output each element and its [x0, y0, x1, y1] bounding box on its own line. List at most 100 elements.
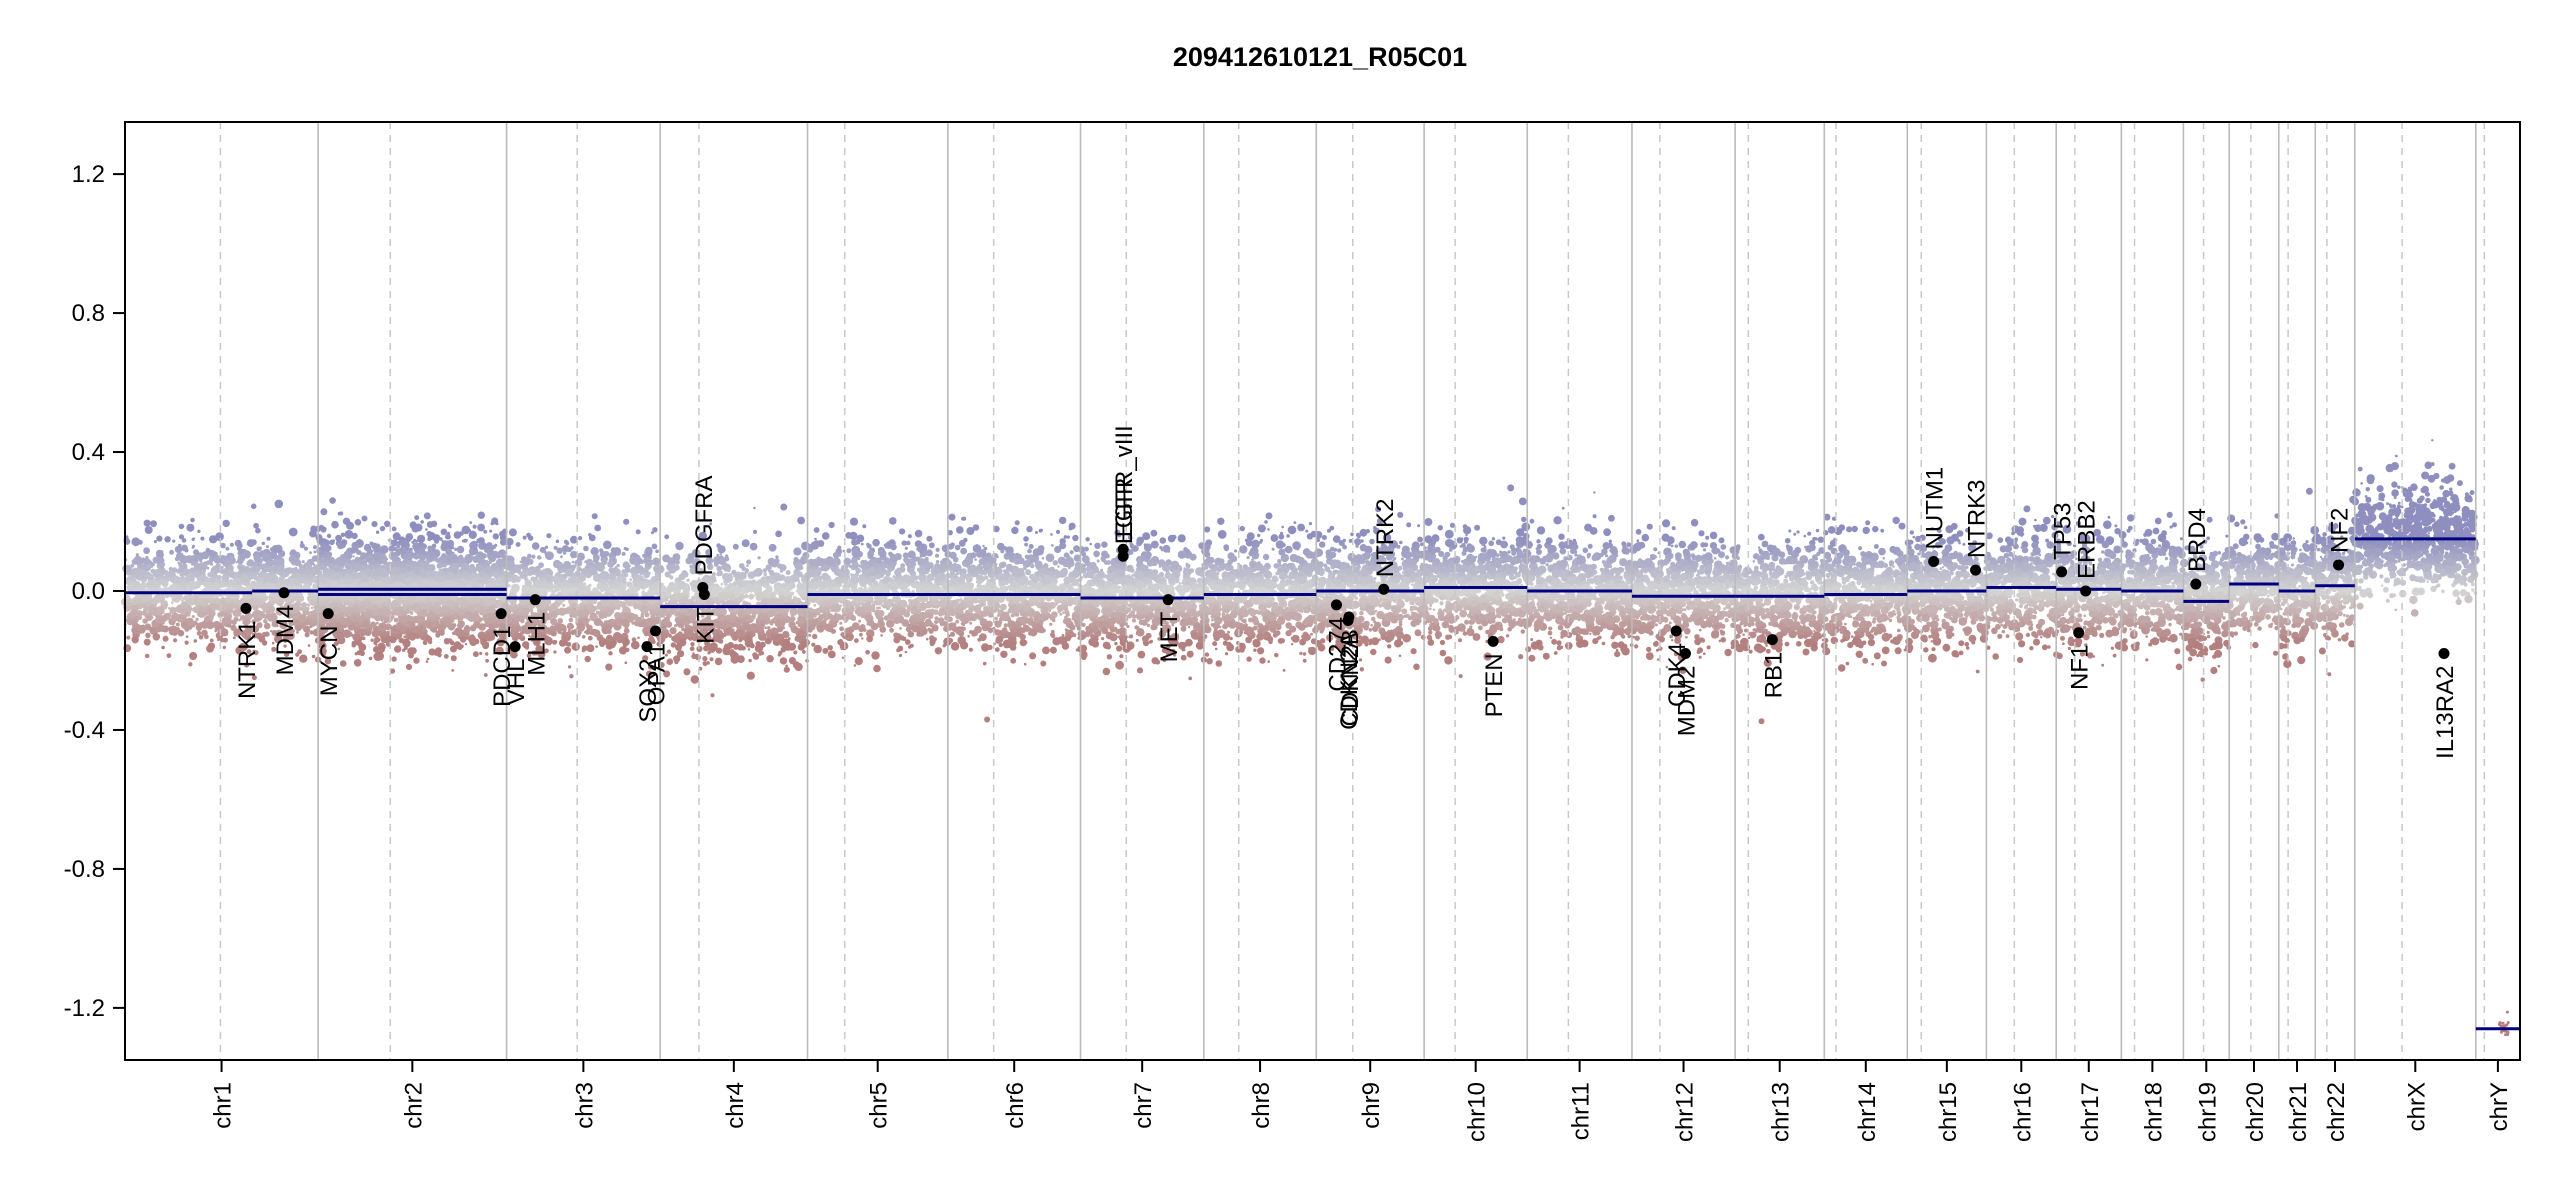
probe-point: [710, 657, 714, 661]
probe-point: [391, 575, 396, 580]
probe-point: [319, 566, 322, 569]
probe-point: [490, 580, 493, 583]
probe-point: [632, 591, 635, 594]
probe-point: [434, 575, 440, 581]
probe-point: [290, 549, 296, 555]
probe-point: [227, 556, 235, 564]
probe-point: [457, 630, 463, 636]
probe-point: [797, 517, 805, 525]
probe-point: [547, 584, 552, 589]
probe-point: [632, 614, 638, 620]
probe-point: [150, 520, 157, 527]
probe-point: [201, 551, 209, 559]
probe-point: [409, 633, 417, 641]
probe-point: [393, 532, 401, 540]
probe-point: [462, 540, 465, 543]
probe-point: [518, 564, 523, 569]
probe-point: [195, 606, 199, 610]
probe-point: [463, 575, 467, 579]
probe-point: [179, 524, 185, 530]
probe-point: [564, 608, 571, 615]
probe-point: [532, 542, 540, 550]
probe-point: [251, 539, 257, 545]
probe-point: [479, 652, 482, 655]
probe-point: [384, 521, 390, 527]
probe-point: [331, 521, 339, 529]
probe-point: [477, 524, 485, 532]
probe-point: [405, 610, 410, 615]
probe-point: [425, 528, 428, 531]
probe-point: [629, 578, 632, 581]
probe-point: [360, 651, 365, 656]
probe-point: [416, 568, 419, 571]
probe-point: [271, 600, 276, 605]
probe-point: [195, 618, 198, 621]
probe-point: [564, 561, 569, 566]
probe-point: [310, 526, 317, 533]
probe-point: [626, 609, 629, 612]
probe-point: [622, 552, 626, 556]
probe-point: [655, 549, 659, 553]
probe-point: [327, 557, 334, 564]
probe-point: [458, 609, 465, 616]
probe-point: [169, 584, 176, 591]
probe-point: [443, 563, 447, 567]
probe-point: [451, 556, 454, 559]
probe-point: [210, 557, 213, 560]
probe-point: [605, 624, 613, 632]
probe-point: [498, 562, 503, 567]
probe-point: [558, 624, 566, 632]
probe-point: [325, 545, 331, 551]
probe-point: [183, 596, 187, 600]
probe-point: [296, 596, 301, 601]
probe-point: [589, 613, 597, 621]
probe-point: [391, 656, 396, 661]
probe-point: [430, 597, 436, 603]
probe-point: [404, 646, 408, 650]
probe-point: [623, 519, 629, 525]
probe-point: [171, 613, 180, 622]
probe-point: [437, 624, 443, 630]
probe-point: [608, 567, 613, 572]
probe-point: [352, 633, 359, 640]
probe-point: [551, 619, 554, 622]
probe-point: [645, 547, 653, 555]
probe-point: [258, 564, 263, 569]
probe-point: [247, 543, 250, 546]
probe-point: [400, 600, 403, 603]
probe-point: [583, 546, 589, 552]
probe-point: [636, 529, 641, 534]
probe-point: [513, 588, 519, 594]
probe-point: [398, 631, 402, 635]
probe-point: [160, 595, 163, 598]
probe-point: [259, 547, 262, 550]
probe-point: [220, 613, 223, 616]
probe-point: [196, 626, 201, 631]
probe-point: [349, 611, 351, 613]
probe-point: [567, 547, 572, 552]
probe-point: [460, 563, 463, 566]
probe-point: [240, 615, 246, 621]
probe-point: [144, 560, 149, 565]
probe-point: [424, 512, 431, 519]
probe-point: [371, 521, 377, 527]
probe-point: [220, 601, 228, 609]
probe-point: [135, 624, 141, 630]
probe-point: [155, 616, 163, 624]
probe-point: [572, 561, 575, 564]
probe-point: [624, 628, 630, 634]
probe-point: [556, 609, 561, 614]
probe-point: [553, 576, 560, 583]
probe-point: [444, 654, 449, 659]
probe-point: [173, 638, 177, 642]
probe-point: [758, 556, 761, 559]
probe-point: [333, 600, 336, 603]
probe-point: [157, 557, 164, 564]
probe-point: [327, 534, 331, 538]
probe-point: [355, 519, 362, 526]
probe-point: [254, 576, 259, 581]
probe-point: [164, 536, 170, 542]
probe-point: [649, 610, 654, 615]
probe-point: [469, 531, 477, 539]
